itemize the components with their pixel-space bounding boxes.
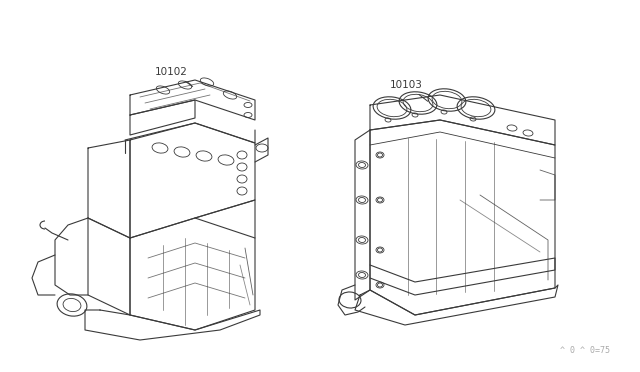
Text: ^ 0 ^ 0=75: ^ 0 ^ 0=75 <box>560 346 610 355</box>
Text: 10102: 10102 <box>155 67 193 86</box>
Text: 10103: 10103 <box>390 80 428 101</box>
